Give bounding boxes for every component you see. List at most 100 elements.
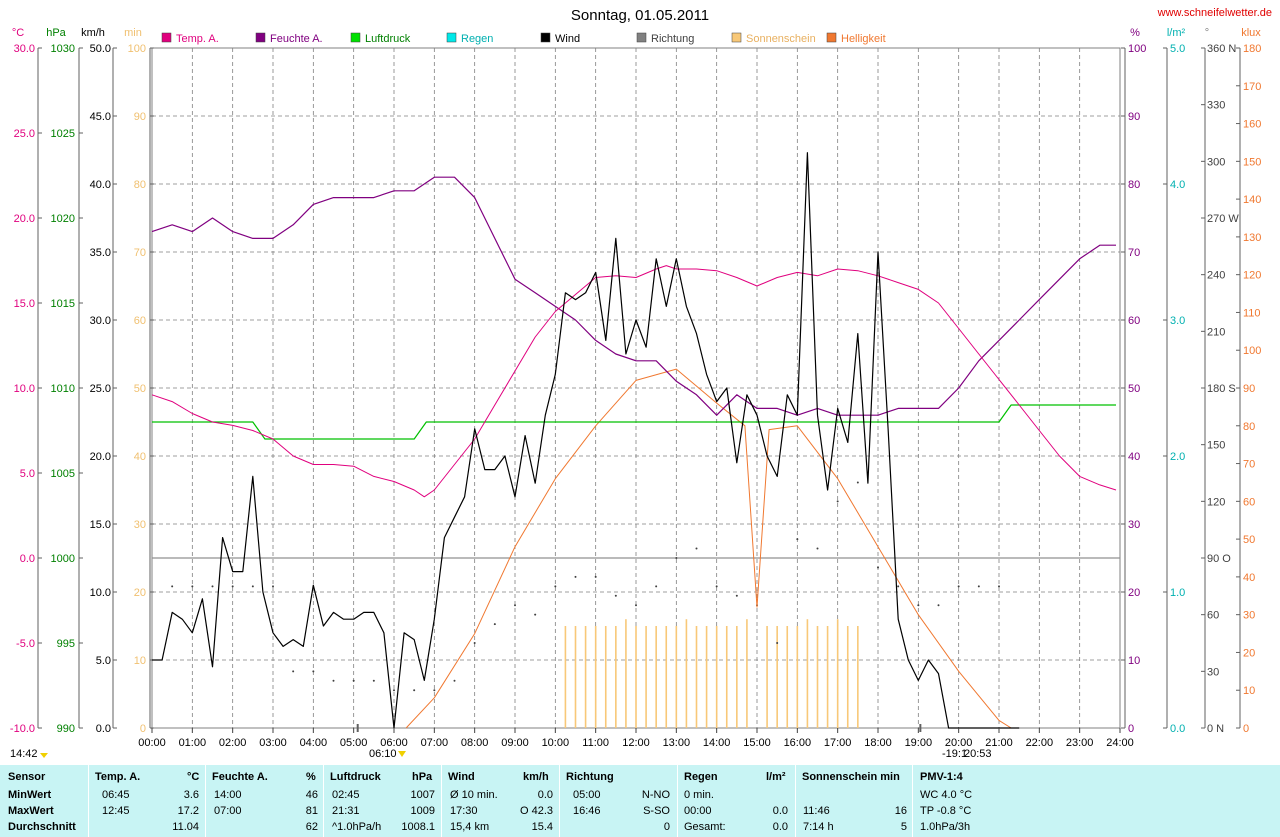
direction-point [352, 679, 355, 682]
stats-press_time: ^1.0hPa/h [332, 821, 382, 833]
stats-wind-unit: km/h [523, 771, 549, 783]
x-tick-label: 05:00 [340, 737, 368, 749]
pressure-line [152, 404, 1116, 440]
axis-label-light: 20 [1243, 647, 1255, 659]
stats-rain-header: Regen [684, 771, 718, 783]
stats-pmv: 1.0hPa/3h [920, 821, 971, 833]
stats-temp_val: 3.6 [183, 789, 199, 801]
legend: Temp. A. Feuchte A. Luftdruck Regen Wind Rich… [161, 32, 886, 45]
direction-point [594, 575, 597, 578]
axis-label-dir: 0 N [1207, 723, 1224, 735]
axis-label-press: 1010 [51, 383, 75, 395]
direction-point [877, 566, 879, 569]
axis-temp: 30.0 25.0 20.0 15.0 10.0 5.0 0.0 -5.0 -10.0 [10, 43, 42, 735]
direction-point [493, 623, 496, 626]
axis-label-wind: 30.0 [90, 315, 111, 327]
direction-point [191, 585, 194, 588]
axis-label-rain: 4.0 [1170, 179, 1185, 191]
series [151, 152, 1117, 729]
axis-unit-rain: l/m² [1167, 27, 1186, 39]
axis-label-dir: 180 S [1207, 383, 1236, 395]
axis-label-temp: -5.0 [16, 638, 35, 650]
direction-point [211, 585, 214, 588]
direction-point [514, 604, 516, 607]
legend-label: Richtung [651, 33, 694, 45]
axis-label-light: 70 [1243, 459, 1255, 471]
axis-label-temp: -10.0 [10, 723, 35, 735]
direction-point [413, 689, 416, 692]
axis-label-sun: 10 [134, 655, 146, 667]
axis-label-light: 10 [1243, 685, 1255, 697]
axis-label-light: 60 [1243, 496, 1255, 508]
axis-label-temp: 20.0 [14, 213, 35, 225]
direction-point [998, 585, 1000, 588]
stats-label: MinWert [8, 789, 52, 801]
stats-press_val: 1008.1 [401, 821, 435, 833]
brightness-line [405, 368, 1012, 729]
direction-point [251, 585, 254, 588]
stats-temp_time: 06:45 [102, 789, 130, 801]
axis-label-press: 995 [57, 638, 75, 650]
axis-label-wind: 0.0 [96, 723, 111, 735]
axis-label-light: 150 [1243, 156, 1261, 168]
x-tick-label: 12:00 [622, 737, 650, 749]
stats-dir_time: 05:00 [573, 789, 601, 801]
axis-label-press: 1020 [51, 213, 75, 225]
stats-rain_time: 0 min. [684, 789, 714, 801]
direction-point [332, 679, 335, 682]
axis-label-temp: 0.0 [20, 553, 35, 565]
axis-label-sun: 60 [134, 315, 146, 327]
direction-point [776, 642, 779, 644]
stats-press_time: 02:45 [332, 789, 360, 801]
axis-label-dir: 240 [1207, 270, 1225, 282]
sunset-label: 20:53 [964, 748, 992, 760]
axis-label-dir: 360 N [1207, 43, 1236, 55]
x-tick-label: 22:00 [1026, 737, 1054, 749]
axis-label-dir: 300 [1207, 156, 1225, 168]
stats-temp_val: 11.04 [172, 821, 199, 833]
stats-hum_val: 46 [305, 789, 318, 801]
x-tick-label: 23:00 [1066, 737, 1094, 749]
time-markers: 14:42 06:10 -19:120:53 [10, 724, 992, 760]
direction-point [856, 481, 859, 484]
axis-label-press: 1025 [51, 128, 75, 140]
sunrise-label: 06:10 [369, 748, 397, 760]
x-tick-label: 03:00 [259, 737, 287, 749]
direction-point [171, 585, 174, 588]
axis-label-rain: 3.0 [1170, 315, 1185, 327]
direction-point [715, 585, 718, 588]
axis-label-dir: 150 [1207, 440, 1225, 452]
direction-point [836, 500, 839, 503]
axis-label-hum: 0 [1128, 723, 1134, 735]
direction-point [957, 585, 960, 588]
stats-press-unit: hPa [412, 771, 433, 783]
legend-swatch [350, 32, 361, 43]
stats-press_val: 1009 [410, 805, 435, 817]
axis-label-hum: 100 [1128, 43, 1146, 55]
direction-point [675, 557, 678, 559]
axis-unit-press: hPa [46, 27, 66, 39]
axis-label-dir: 90 O [1207, 553, 1231, 565]
stats-pmv: TP -0.8 °C [920, 805, 972, 817]
axis-label-sun: 100 [128, 43, 146, 55]
axis-label-dir: 270 W [1207, 213, 1239, 225]
site-link[interactable]: www.schneifelwetter.de [1157, 7, 1272, 19]
stats-wind-header: Wind [448, 771, 475, 783]
axis-label-temp: 10.0 [14, 383, 35, 395]
direction-point [655, 585, 658, 588]
x-tick-label: 02:00 [219, 737, 247, 749]
axis-label-light: 180 [1243, 43, 1261, 55]
x-tick-label: 17:00 [824, 737, 852, 749]
axis-label-hum: 70 [1128, 247, 1140, 259]
x-tick-label: 09:00 [501, 737, 529, 749]
axis-label-hum: 50 [1128, 383, 1140, 395]
axis-label-hum: 80 [1128, 179, 1140, 191]
direction-point [614, 594, 617, 597]
axis-dir: 360 N 330 300 270 W 240 210 180 S 150 120 90 O 60 3… [1201, 43, 1239, 735]
legend-label: Temp. A. [176, 33, 219, 45]
stats-rain_time: Gesamt: [684, 821, 726, 833]
legend-swatch [446, 32, 457, 43]
axis-label-sun: 30 [134, 519, 146, 531]
direction-point [393, 689, 395, 692]
x-tick-label: 08:00 [461, 737, 489, 749]
